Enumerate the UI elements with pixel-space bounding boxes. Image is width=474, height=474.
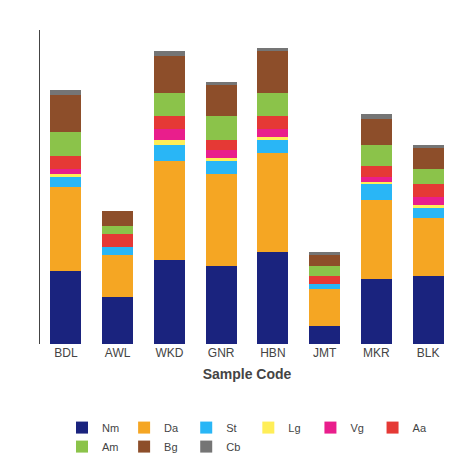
svg-text:Da: Da [164, 422, 179, 434]
svg-text:AWL: AWL [105, 346, 131, 360]
svg-text:St: St [226, 422, 236, 434]
svg-text:Bg: Bg [164, 441, 177, 453]
svg-text:BDL: BDL [54, 346, 78, 360]
svg-text:Am: Am [102, 441, 119, 453]
svg-text:BLK: BLK [417, 346, 440, 360]
svg-text:Vg: Vg [350, 422, 363, 434]
svg-text:MKR: MKR [363, 346, 390, 360]
svg-text:GNR: GNR [208, 346, 235, 360]
svg-text:Aa: Aa [413, 422, 427, 434]
svg-text:WKD: WKD [155, 346, 183, 360]
svg-text:Cb: Cb [226, 441, 240, 453]
svg-text:JMT: JMT [313, 346, 337, 360]
svg-text:Nm: Nm [102, 422, 119, 434]
svg-text:HBN: HBN [260, 346, 285, 360]
svg-text:Lg: Lg [288, 422, 300, 434]
svg-text:Sample Code: Sample Code [203, 366, 292, 382]
